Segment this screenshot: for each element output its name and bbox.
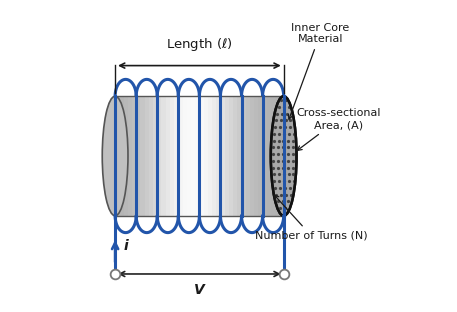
Polygon shape [199, 96, 204, 216]
Polygon shape [208, 96, 213, 216]
Polygon shape [170, 96, 175, 216]
Polygon shape [258, 96, 263, 216]
Polygon shape [128, 96, 132, 216]
Polygon shape [279, 96, 284, 216]
Polygon shape [182, 96, 187, 216]
Polygon shape [153, 96, 158, 216]
Ellipse shape [102, 96, 128, 216]
Polygon shape [212, 96, 217, 216]
Polygon shape [191, 96, 196, 216]
Polygon shape [204, 96, 208, 216]
Polygon shape [275, 96, 280, 216]
Polygon shape [216, 96, 221, 216]
Polygon shape [115, 96, 120, 216]
Polygon shape [149, 96, 154, 216]
Polygon shape [195, 96, 200, 216]
Polygon shape [246, 96, 250, 216]
Text: Cross-sectional
Area, (A): Cross-sectional Area, (A) [297, 109, 381, 150]
Text: Length ($\ell$): Length ($\ell$) [166, 36, 233, 53]
Polygon shape [208, 96, 213, 216]
Polygon shape [174, 96, 179, 216]
Polygon shape [229, 96, 234, 216]
Polygon shape [237, 96, 242, 216]
Polygon shape [187, 96, 191, 216]
Polygon shape [220, 96, 225, 216]
Polygon shape [144, 96, 149, 216]
Polygon shape [119, 96, 124, 216]
Text: Number of Turns (N): Number of Turns (N) [255, 195, 367, 241]
Polygon shape [271, 96, 276, 216]
Polygon shape [149, 96, 154, 216]
Polygon shape [170, 96, 175, 216]
Polygon shape [225, 96, 229, 216]
Polygon shape [241, 96, 246, 216]
Polygon shape [157, 96, 162, 216]
Polygon shape [225, 96, 229, 216]
Polygon shape [187, 96, 191, 216]
Polygon shape [237, 96, 242, 216]
Polygon shape [166, 96, 170, 216]
Polygon shape [191, 96, 196, 216]
Polygon shape [132, 96, 137, 216]
Polygon shape [233, 96, 238, 216]
Polygon shape [132, 96, 137, 216]
Text: V: V [194, 283, 205, 297]
Polygon shape [254, 96, 259, 216]
Polygon shape [140, 96, 145, 216]
Polygon shape [136, 96, 141, 216]
Polygon shape [161, 96, 166, 216]
Polygon shape [263, 96, 267, 216]
Polygon shape [271, 96, 276, 216]
Polygon shape [195, 96, 200, 216]
Polygon shape [182, 96, 187, 216]
Polygon shape [233, 96, 238, 216]
Polygon shape [178, 96, 183, 216]
Polygon shape [263, 96, 267, 216]
Polygon shape [254, 96, 259, 216]
Polygon shape [144, 96, 149, 216]
Polygon shape [161, 96, 166, 216]
Polygon shape [212, 96, 217, 216]
Polygon shape [204, 96, 208, 216]
Ellipse shape [271, 96, 297, 216]
Polygon shape [153, 96, 158, 216]
Polygon shape [241, 96, 246, 216]
Polygon shape [199, 96, 204, 216]
Polygon shape [220, 96, 225, 216]
Polygon shape [166, 96, 170, 216]
Polygon shape [267, 96, 271, 216]
Polygon shape [128, 96, 132, 216]
Polygon shape [229, 96, 234, 216]
Polygon shape [178, 96, 183, 216]
Polygon shape [216, 96, 221, 216]
Polygon shape [258, 96, 263, 216]
Polygon shape [275, 96, 280, 216]
Polygon shape [246, 96, 250, 216]
Polygon shape [115, 96, 120, 216]
Polygon shape [157, 96, 162, 216]
Polygon shape [267, 96, 271, 216]
Polygon shape [250, 96, 255, 216]
Polygon shape [250, 96, 255, 216]
Polygon shape [123, 96, 128, 216]
Polygon shape [123, 96, 128, 216]
Text: i: i [124, 239, 128, 253]
Polygon shape [136, 96, 141, 216]
Polygon shape [279, 96, 284, 216]
Polygon shape [174, 96, 179, 216]
Polygon shape [140, 96, 145, 216]
Polygon shape [119, 96, 124, 216]
Text: Inner Core
Material: Inner Core Material [288, 23, 350, 119]
